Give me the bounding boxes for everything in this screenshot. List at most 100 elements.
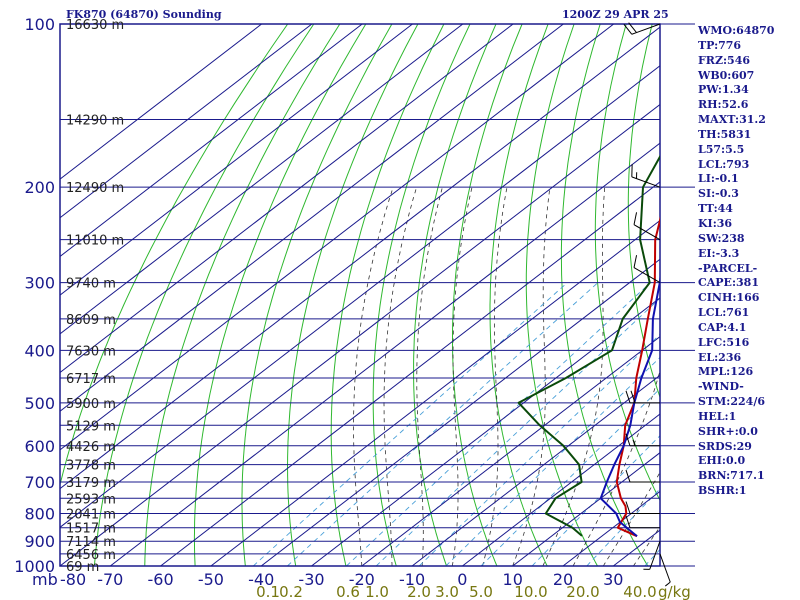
index-item: SI:-0.3 [698,187,739,201]
pressure-tick-label: 300 [24,274,55,293]
temperature-tick-labels: -80 -70 -60 -50 -40 -30 -20 -10 0 10 20 30 [60,570,623,589]
index-item: FRZ:546 [698,53,751,67]
height-label: 12490 m [66,181,124,196]
isotherm [60,24,514,374]
barb-flag [625,469,631,483]
isotherm [60,24,262,180]
wind-barb [625,390,660,404]
mixing-ratio-labels: 0.1 0.2 0.6 1.0 2.0 3.0 5.0 10.0 20.0 40.0 g/kg [256,583,691,600]
barb-flag [625,390,631,403]
height-label: 1517 m [66,522,116,537]
index-item: TP:776 [698,38,742,52]
temperature-tick-label: 30 [603,570,623,589]
barb-staff [633,224,661,241]
mixing-ratio-label: 40.0 [623,583,656,600]
wind-barb [633,212,661,241]
dry-adiabat [594,24,660,502]
pressure-tick-label: 100 [24,15,55,34]
wind-barb [625,469,660,483]
barb-staff [659,553,671,583]
pressure-tick-label: 900 [24,532,55,551]
pressure-tick-label: 800 [24,504,55,523]
isotherm [60,26,660,490]
height-label: 6456 m [66,548,116,563]
index-item: TT:44 [698,202,733,216]
isotherm [512,452,660,566]
height-label: 14290 m [66,113,124,128]
barb-flag [625,515,631,528]
pressure-tick-label: 200 [24,178,55,197]
mixing-ratio-line [375,297,660,566]
dry-adiabat [413,24,497,566]
isotherm [311,297,660,566]
isotherm [60,24,313,219]
mixing-ratio-label: 20.0 [566,583,599,600]
temperature-tick-label: -40 [248,570,274,589]
barb-half-flag [632,439,636,446]
dry-adiabat [94,24,315,566]
isotherm [260,258,660,566]
index-item: MAXT:31.2 [698,113,766,127]
index-item: LCL:793 [698,157,750,171]
height-label: 4426 m [66,440,116,455]
dewpoint-profile [517,154,660,537]
dry-adiabats [60,24,800,566]
isotherm [109,142,660,566]
isotherms [60,24,660,566]
wind-barb [623,22,661,35]
index-item: TH:5831 [698,127,752,141]
station-title: FK870 (64870) Sounding [66,8,222,21]
pressure-unit-label: mb [32,570,58,589]
height-label: 2041 m [66,507,116,522]
wind-barb [659,553,671,587]
mixing-ratio-line [531,435,660,566]
wind-barb [625,433,660,447]
mixing-ratio-line [252,282,568,566]
index-item: HEL:1 [698,409,737,423]
wind-barb [625,501,660,514]
isotherm [411,374,660,566]
height-label: 8609 m [66,313,116,328]
index-item: BSHR:1 [698,484,747,498]
moist-adiabat [512,187,551,566]
barb-flag [633,255,638,268]
height-label: 16630 m [66,18,124,33]
barb-flag [630,390,636,403]
barb-flag [633,212,638,225]
pressure-tick-label: 600 [24,437,55,456]
mixing-ratio-label: 5.0 [469,583,493,600]
moist-adiabat [383,187,417,566]
index-item: KI:36 [698,216,733,230]
mixing-ratio-unit: g/kg [658,583,691,600]
index-item: -PARCEL- [698,261,758,275]
temperature-profile [615,216,660,538]
temperature-tick-label: -80 [60,570,86,589]
temperature-tick-label: 20 [553,570,573,589]
index-item: RH:52.6 [698,98,749,112]
index-item: EI:-3.3 [698,246,740,260]
dry-adiabat [193,24,367,566]
mixing-ratio-line [287,282,599,566]
plot-frame [59,23,661,567]
pressure-tick-label: 1000 [14,557,55,576]
index-item: WB0:607 [698,68,755,82]
index-item: STM:224/6 [698,395,765,409]
temperature-tick-label: -60 [148,570,174,589]
barb-staff [633,267,661,284]
height-labels: 16630 m 14290 m 12490 m 11010 m 9740 m 8609 m… [66,18,124,575]
sounding-time: 1200Z 29 APR 25 [562,8,669,21]
isotherm [60,103,660,566]
mixing-ratio-line [586,488,660,566]
wind-barb [643,541,661,570]
temperature-tick-label: -10 [399,570,425,589]
height-label: 9740 m [66,277,116,292]
wind-barb [631,164,661,188]
index-item: SRDS:29 [698,439,752,453]
index-item: LCL:761 [698,306,750,320]
index-item: SHR+:0.0 [698,424,758,438]
mixing-ratio-label: 0.2 [279,583,303,600]
wind-barb [625,515,660,529]
dry-adiabat [779,24,800,566]
mixing-ratio-label: 2.0 [407,583,431,600]
